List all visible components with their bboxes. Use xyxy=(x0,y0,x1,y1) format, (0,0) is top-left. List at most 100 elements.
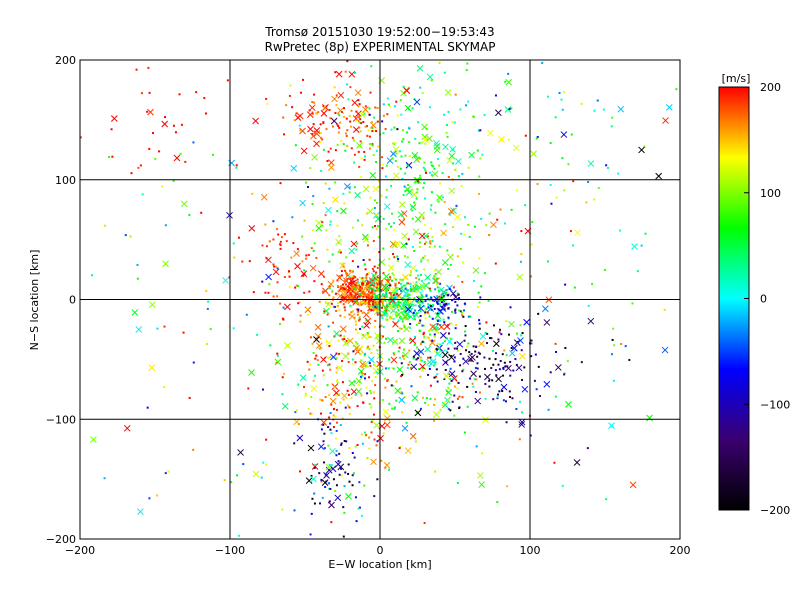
data-point-dot xyxy=(403,357,406,360)
data-point-dot xyxy=(361,277,364,280)
data-point-dot xyxy=(418,245,421,248)
data-point-dot xyxy=(393,276,396,279)
data-point-dot xyxy=(368,113,371,116)
data-point-cross xyxy=(573,459,581,466)
data-point-dot xyxy=(341,359,344,362)
data-point-cross xyxy=(123,424,131,432)
data-point-dot xyxy=(339,314,342,317)
data-point-dot xyxy=(408,155,411,158)
data-point-dot xyxy=(291,106,294,109)
data-point-dot xyxy=(354,320,357,323)
data-point-dot xyxy=(593,198,596,201)
data-point-dot xyxy=(357,302,360,305)
data-point-dot xyxy=(256,333,259,336)
data-point-dot xyxy=(371,130,374,133)
data-point-dot xyxy=(345,283,348,286)
data-point-cross xyxy=(409,432,417,440)
data-point-dot xyxy=(398,150,401,153)
data-point-cross xyxy=(495,375,502,383)
data-point-dot xyxy=(354,299,357,302)
data-point-dot xyxy=(434,288,437,291)
data-point-cross xyxy=(417,305,425,312)
data-point-dot xyxy=(336,143,339,146)
data-point-cross xyxy=(161,120,169,128)
data-point-dot xyxy=(367,311,370,314)
data-point-dot xyxy=(381,294,384,297)
data-point-dot xyxy=(338,289,341,292)
data-point-dot xyxy=(419,356,422,359)
data-point-cross xyxy=(435,268,442,276)
data-point-dot xyxy=(385,309,388,312)
data-point-dot xyxy=(361,514,364,517)
data-point-dot xyxy=(383,294,386,297)
data-point-cross xyxy=(498,135,505,143)
data-point-dot xyxy=(530,339,533,342)
data-point-dot xyxy=(330,302,333,305)
data-point-dot xyxy=(444,303,447,306)
data-point-dot xyxy=(605,498,608,501)
data-point-dot xyxy=(309,363,312,366)
data-point-dot xyxy=(139,164,142,167)
data-point-dot xyxy=(272,238,275,241)
data-point-dot xyxy=(373,495,376,498)
data-point-dot xyxy=(353,161,356,164)
data-point-dot xyxy=(335,366,338,369)
data-point-dot xyxy=(320,170,323,173)
data-point-dot xyxy=(436,373,439,376)
data-point-cross xyxy=(392,172,400,179)
data-point-cross xyxy=(330,117,338,125)
data-point-dot xyxy=(424,171,427,174)
data-point-dot xyxy=(519,324,522,327)
data-point-dot xyxy=(558,91,561,94)
data-point-dot xyxy=(340,274,343,277)
x-tick-labels: −200 −100 0 100 200 xyxy=(65,544,691,557)
data-point-dot xyxy=(416,180,419,183)
data-point-dot xyxy=(371,293,374,296)
data-point-dot xyxy=(303,273,306,276)
data-point-dot xyxy=(431,299,434,302)
data-point-cross xyxy=(404,261,412,269)
data-point-dot xyxy=(375,130,378,133)
data-point-dot xyxy=(368,143,371,146)
data-point-dot xyxy=(430,79,433,82)
data-point-dot xyxy=(353,276,356,279)
data-point-dot xyxy=(356,295,359,298)
data-point-dot xyxy=(453,385,456,388)
data-point-dot xyxy=(392,274,395,277)
data-point-dot xyxy=(369,286,372,289)
data-point-dot xyxy=(580,361,583,364)
data-point-cross xyxy=(383,305,390,312)
data-point-cross xyxy=(409,264,417,272)
data-point-dot xyxy=(454,93,457,96)
data-point-dot xyxy=(366,392,369,395)
data-point-dot xyxy=(436,301,439,304)
data-point-cross xyxy=(320,419,328,426)
data-point-dot xyxy=(328,285,331,288)
data-point-dot xyxy=(360,282,363,285)
data-point-dot xyxy=(356,219,359,222)
data-point-cross xyxy=(617,105,625,113)
data-point-dot xyxy=(401,129,404,132)
data-point-dot xyxy=(631,302,634,305)
data-point-dot xyxy=(447,302,450,305)
data-point-dot xyxy=(356,242,359,245)
data-point-dot xyxy=(377,145,380,148)
data-point-dot xyxy=(401,392,404,395)
data-point-dot xyxy=(464,325,467,328)
data-point-dot xyxy=(365,386,368,389)
data-point-dot xyxy=(419,375,422,378)
data-point-dot xyxy=(328,394,331,397)
data-point-dot xyxy=(415,346,418,349)
data-point-dot xyxy=(488,379,491,382)
data-point-dot xyxy=(384,175,387,178)
data-point-dot xyxy=(358,506,361,509)
data-point-dot xyxy=(381,295,384,298)
data-point-cross xyxy=(173,154,181,162)
data-point-cross xyxy=(333,330,341,337)
data-point-dot xyxy=(279,302,282,305)
data-point-dot xyxy=(396,166,399,169)
data-point-dot xyxy=(367,336,370,339)
data-point-dot xyxy=(399,282,402,285)
data-point-dot xyxy=(357,99,360,102)
data-point-dot xyxy=(314,357,317,360)
